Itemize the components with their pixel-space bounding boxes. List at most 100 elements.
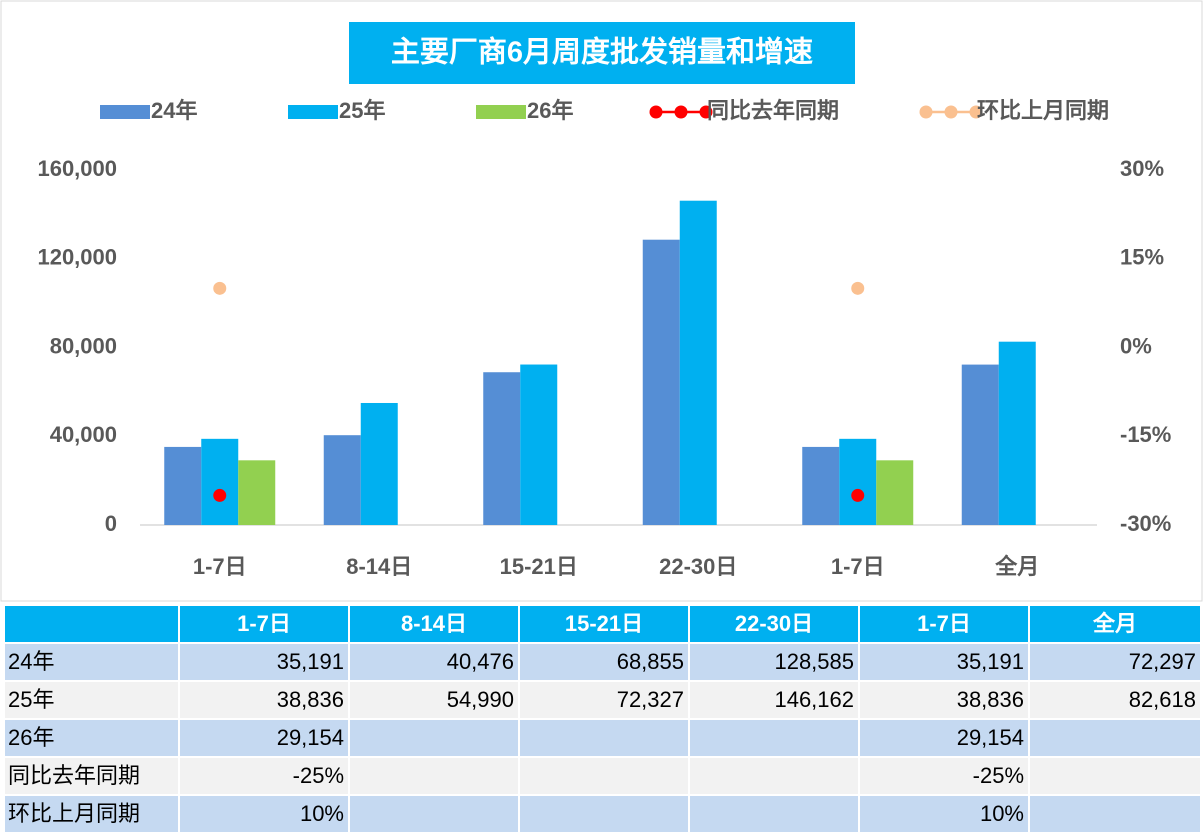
table-cell-bg [1030, 720, 1200, 756]
table-header-cell [520, 606, 688, 642]
table-cell: 72,297 [1129, 649, 1196, 674]
legend-label: 环比上月同期 [977, 98, 1109, 123]
table-header-cell [860, 606, 1028, 642]
y-tick-label: 120,000 [37, 245, 117, 270]
legend-swatch [100, 105, 150, 119]
legend-label: 24年 [151, 98, 197, 123]
table-column-header: 1-7日 [237, 611, 291, 636]
legend-marker [969, 105, 983, 119]
table-cell-bg [1030, 682, 1200, 718]
legend-marker [919, 105, 933, 119]
marker [851, 281, 865, 295]
table-cell-bg [350, 796, 518, 832]
table-cell-bg [690, 796, 858, 832]
table-cell-bg [860, 796, 1028, 832]
legend-swatch [476, 105, 526, 119]
x-tick-label: 1-7日 [193, 554, 247, 579]
table-cell-bg [180, 644, 348, 680]
table-cell-bg [860, 644, 1028, 680]
y2-tick-label: 15% [1120, 245, 1164, 270]
table-cell-bg [1030, 758, 1200, 794]
table-cell-bg [5, 758, 178, 794]
x-tick-label: 15-21日 [500, 554, 578, 579]
table-cell-bg [860, 720, 1028, 756]
table-header-cell [690, 606, 858, 642]
table-cell: 54,990 [447, 687, 514, 712]
table-cell-bg [1030, 796, 1200, 832]
table-header-cell [350, 606, 518, 642]
table-cell-bg [690, 758, 858, 794]
bar [164, 446, 202, 525]
x-tick-label: 1-7日 [831, 554, 885, 579]
table-cell-bg [520, 758, 688, 794]
table-cell: 128,585 [774, 649, 854, 674]
table-column-header: 全月 [1092, 611, 1137, 636]
table-cell-bg [350, 682, 518, 718]
table-cell: 10% [300, 801, 344, 826]
table-cell: 35,191 [957, 649, 1024, 674]
bar [238, 460, 276, 525]
table-row-header: 24年 [8, 649, 54, 674]
table-cell-bg [5, 720, 178, 756]
legend-label: 26年 [527, 98, 573, 123]
bar [839, 438, 877, 525]
table-row-header: 25年 [8, 687, 54, 712]
table-cell-bg [180, 682, 348, 718]
table-cell: 72,327 [617, 687, 684, 712]
table-cell-bg [5, 682, 178, 718]
y2-tick-label: 0% [1120, 333, 1152, 358]
table-cell: 29,154 [277, 725, 344, 750]
table-cell: 146,162 [774, 687, 854, 712]
y-tick-label: 160,000 [37, 156, 117, 181]
table-cell-bg [1030, 644, 1200, 680]
bar [679, 200, 717, 525]
y2-tick-label: 30% [1120, 156, 1164, 181]
legend-label: 同比去年同期 [707, 98, 839, 123]
bar [483, 372, 521, 525]
table-column-header: 8-14日 [401, 611, 467, 636]
table-cell: 35,191 [277, 649, 344, 674]
table-column-header: 1-7日 [917, 611, 971, 636]
table-cell: 10% [980, 801, 1024, 826]
table-cell-bg [860, 758, 1028, 794]
table-row-header: 26年 [8, 725, 54, 750]
table-cell-bg [5, 644, 178, 680]
table-header-cell [5, 606, 178, 642]
bar [323, 435, 361, 525]
marker [213, 281, 227, 295]
legend-marker [649, 105, 663, 119]
table-row-header: 同比去年同期 [8, 763, 140, 788]
table-cell-bg [350, 758, 518, 794]
legend-marker [699, 105, 713, 119]
table-cell: 38,836 [277, 687, 344, 712]
table-cell-bg [180, 720, 348, 756]
y2-tick-label: -30% [1120, 511, 1171, 536]
y-tick-label: 40,000 [50, 422, 117, 447]
table-column-header: 15-21日 [565, 611, 643, 636]
x-tick-label: 22-30日 [659, 554, 737, 579]
table-cell-bg [690, 644, 858, 680]
table-cell: 38,836 [957, 687, 1024, 712]
table-cell-bg [520, 796, 688, 832]
table-row-header: 环比上月同期 [8, 801, 140, 826]
bar [642, 239, 680, 525]
table-cell-bg [520, 682, 688, 718]
table-cell-bg [180, 758, 348, 794]
table-cell: -25% [293, 763, 344, 788]
bar [360, 402, 398, 525]
table-cell: 68,855 [617, 649, 684, 674]
table-cell-bg [860, 682, 1028, 718]
table-cell-bg [520, 644, 688, 680]
legend-marker [944, 105, 958, 119]
legend-swatch [288, 105, 338, 119]
legend-marker [674, 105, 688, 119]
bar [876, 460, 914, 525]
title-box [349, 22, 855, 84]
table-cell: -25% [973, 763, 1024, 788]
y2-tick-label: -15% [1120, 422, 1171, 447]
bar [201, 438, 239, 525]
table-cell: 82,618 [1129, 687, 1196, 712]
x-tick-label: 8-14日 [346, 554, 412, 579]
table-header-cell [180, 606, 348, 642]
